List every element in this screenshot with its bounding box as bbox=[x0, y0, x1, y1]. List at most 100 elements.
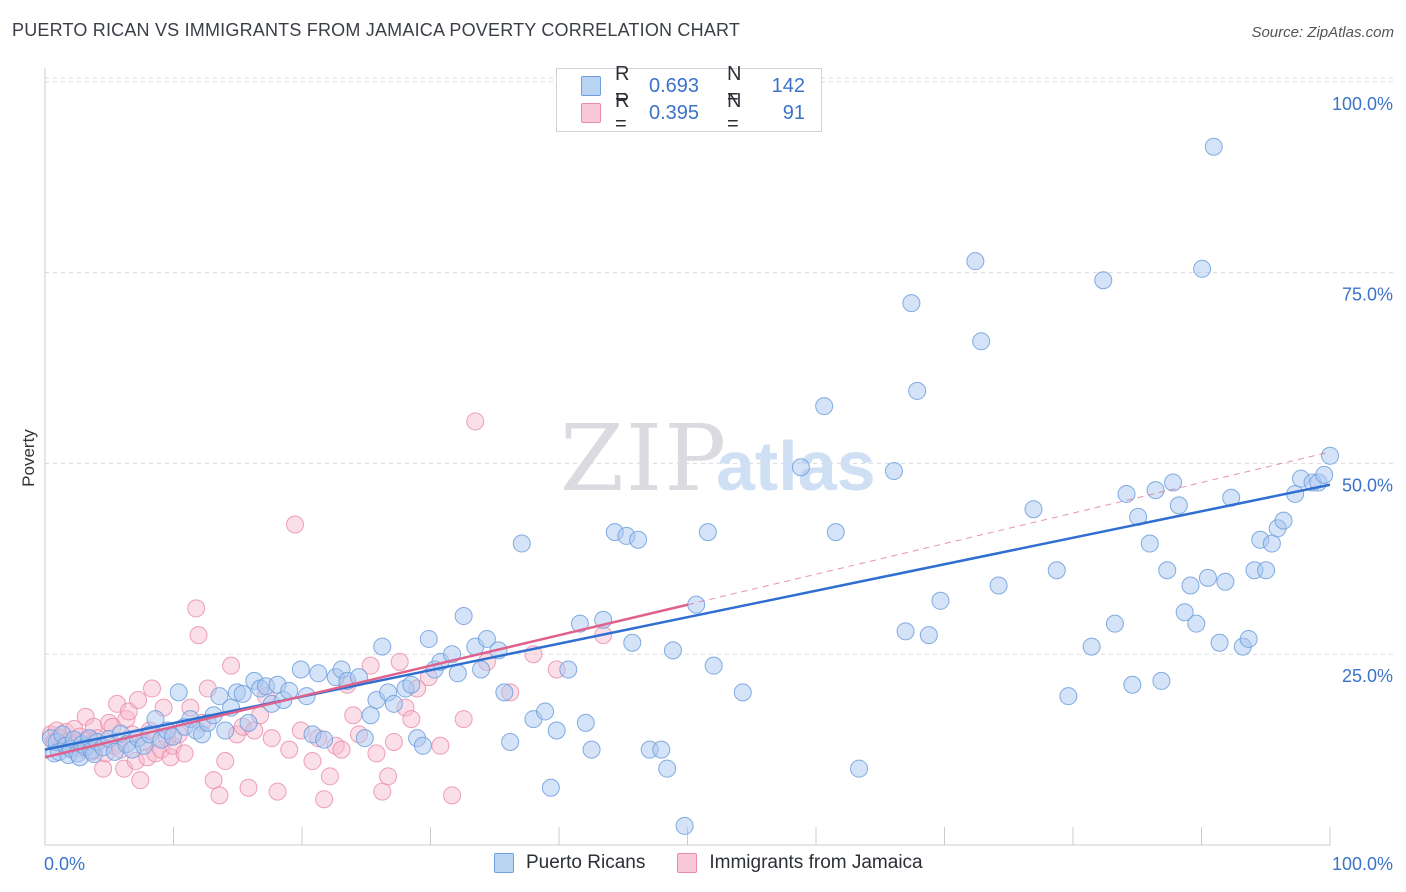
point-puerto-rican bbox=[1047, 561, 1066, 580]
point-jamaica bbox=[239, 778, 258, 797]
point-puerto-rican bbox=[1164, 473, 1183, 492]
point-puerto-rican bbox=[1140, 534, 1159, 553]
chart-title: PUERTO RICAN VS IMMIGRANTS FROM JAMAICA … bbox=[12, 20, 741, 40]
point-jamaica bbox=[222, 656, 241, 675]
point-puerto-rican bbox=[675, 816, 694, 835]
point-puerto-rican bbox=[384, 694, 403, 713]
point-jamaica bbox=[161, 748, 180, 767]
point-puerto-rican bbox=[791, 458, 810, 477]
point-jamaica bbox=[332, 740, 351, 759]
point-puerto-rican bbox=[1094, 271, 1113, 290]
point-jamaica bbox=[402, 710, 421, 729]
series-legend: Puerto Ricans Immigrants from Jamaica bbox=[494, 852, 955, 874]
point-puerto-rican bbox=[966, 252, 985, 271]
point-puerto-rican bbox=[1146, 481, 1165, 500]
point-puerto-rican bbox=[850, 759, 869, 778]
legend-item-jamaica[interactable]: Immigrants from Jamaica bbox=[677, 852, 923, 874]
point-puerto-rican bbox=[541, 778, 560, 797]
y-tick-label: 25.0% bbox=[1342, 666, 1393, 686]
point-puerto-rican bbox=[547, 721, 566, 740]
legend-label-jamaica: Immigrants from Jamaica bbox=[709, 852, 923, 873]
point-puerto-rican bbox=[704, 656, 723, 675]
point-jamaica bbox=[286, 515, 305, 534]
point-puerto-rican bbox=[1181, 576, 1200, 595]
point-puerto-rican bbox=[1158, 561, 1177, 580]
source-credit: Source: ZipAtlas.com bbox=[1251, 24, 1394, 41]
grid-lines bbox=[45, 77, 1393, 655]
point-puerto-rican bbox=[1321, 446, 1340, 465]
point-jamaica bbox=[390, 652, 409, 671]
point-puerto-rican bbox=[402, 675, 421, 694]
point-jamaica bbox=[216, 752, 235, 771]
point-puerto-rican bbox=[1175, 603, 1194, 622]
y-axis-label: Poverty bbox=[19, 429, 38, 487]
point-puerto-rican bbox=[1210, 633, 1229, 652]
tick-labels: 25.0% 50.0% 75.0% 100.0% 0.0% 100.0% bbox=[44, 94, 1393, 874]
legend-r-value: 0.395 bbox=[649, 101, 700, 124]
point-puerto-rican bbox=[361, 706, 380, 725]
y-tick-label: 75.0% bbox=[1342, 285, 1393, 305]
point-puerto-rican bbox=[1187, 614, 1206, 633]
legend-item-puerto-ricans[interactable]: Puerto Ricans bbox=[494, 852, 645, 874]
point-puerto-rican bbox=[501, 732, 520, 751]
point-jamaica bbox=[361, 656, 380, 675]
point-puerto-rican bbox=[663, 641, 682, 660]
legend-swatch-pink bbox=[581, 103, 601, 123]
point-jamaica bbox=[303, 752, 322, 771]
point-puerto-rican bbox=[972, 332, 991, 351]
point-puerto-rican bbox=[815, 397, 834, 416]
point-puerto-rican bbox=[902, 294, 921, 313]
trend-line-puerto-rican bbox=[44, 483, 1331, 751]
point-puerto-rican bbox=[698, 523, 717, 542]
legend-r-label: R = bbox=[615, 90, 630, 135]
point-jamaica bbox=[367, 744, 386, 763]
point-jamaica bbox=[262, 729, 281, 748]
legend-n-label: N = bbox=[727, 90, 742, 135]
point-puerto-rican bbox=[1152, 671, 1171, 690]
point-puerto-rican bbox=[629, 530, 648, 549]
point-puerto-rican bbox=[1274, 511, 1293, 530]
point-puerto-rican bbox=[419, 629, 438, 648]
watermark: ZIP atlas bbox=[560, 405, 876, 512]
point-jamaica bbox=[315, 790, 334, 809]
point-jamaica bbox=[344, 706, 363, 725]
point-jamaica bbox=[204, 771, 223, 790]
stats-legend: R = 0.693 N = 142 R = 0.395 N = 91 bbox=[556, 63, 822, 135]
point-puerto-rican bbox=[1204, 137, 1223, 156]
point-jamaica bbox=[466, 412, 485, 431]
point-jamaica bbox=[94, 759, 113, 778]
point-puerto-rican bbox=[687, 595, 706, 614]
point-puerto-rican bbox=[919, 626, 938, 645]
point-jamaica bbox=[443, 786, 462, 805]
point-puerto-rican bbox=[884, 462, 903, 481]
point-puerto-rican bbox=[495, 683, 514, 702]
point-jamaica bbox=[189, 626, 208, 645]
legend-n-value: 91 bbox=[782, 101, 805, 124]
point-puerto-rican bbox=[309, 664, 328, 683]
point-jamaica bbox=[384, 732, 403, 751]
point-puerto-rican bbox=[239, 713, 258, 732]
point-jamaica bbox=[320, 767, 339, 786]
point-puerto-rican bbox=[582, 740, 601, 759]
point-jamaica bbox=[129, 690, 148, 709]
point-puerto-rican bbox=[355, 729, 374, 748]
x-tick-label: 100.0% bbox=[1332, 854, 1393, 874]
point-puerto-rican bbox=[1082, 637, 1101, 656]
point-puerto-rican bbox=[169, 683, 188, 702]
point-puerto-rican bbox=[1257, 561, 1276, 580]
point-puerto-rican bbox=[210, 687, 229, 706]
point-puerto-rican bbox=[454, 607, 473, 626]
point-jamaica bbox=[175, 744, 194, 763]
point-puerto-rican bbox=[477, 629, 496, 648]
point-puerto-rican bbox=[931, 591, 950, 610]
point-puerto-rican bbox=[576, 713, 595, 732]
point-puerto-rican bbox=[652, 740, 671, 759]
point-puerto-rican bbox=[908, 381, 927, 400]
legend-swatch-blue bbox=[581, 76, 601, 96]
point-puerto-rican bbox=[1117, 484, 1136, 503]
point-jamaica bbox=[268, 782, 287, 801]
legend-r-label: R = bbox=[615, 63, 630, 108]
point-jamaica bbox=[131, 771, 150, 790]
point-jamaica bbox=[187, 599, 206, 618]
